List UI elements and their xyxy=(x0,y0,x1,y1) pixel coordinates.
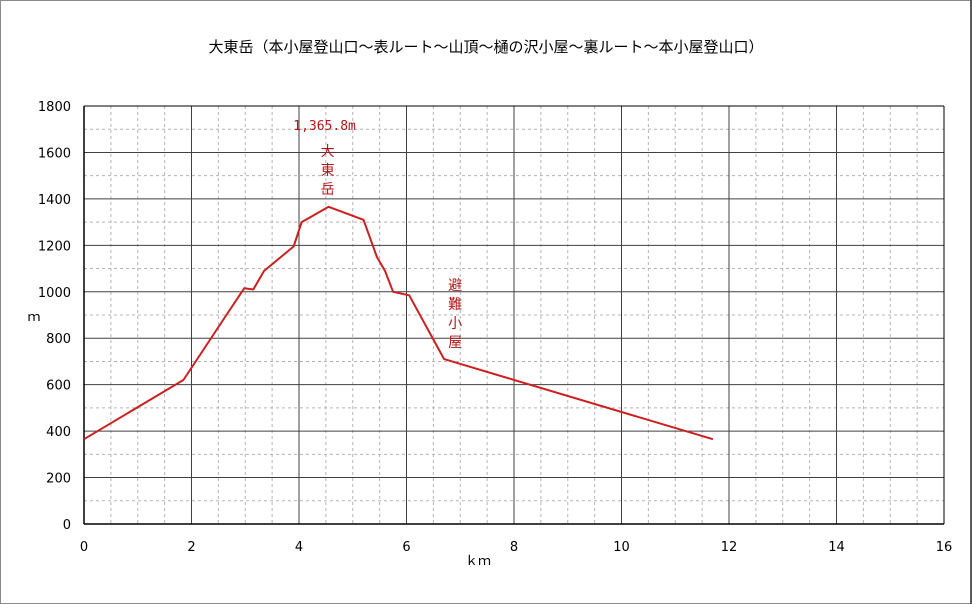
x-tick-label: 0 xyxy=(80,540,88,555)
y-tick-label: 1800 xyxy=(38,100,71,115)
y-tick-label: 400 xyxy=(46,425,71,440)
x-tick-label: 8 xyxy=(510,540,518,555)
y-axis-label: ｍ xyxy=(27,310,40,325)
y-tick-label: 800 xyxy=(46,332,71,347)
hut-name-char: 避 xyxy=(448,278,462,294)
hut-name-char: 屋 xyxy=(448,335,462,351)
y-tick-label: 200 xyxy=(46,472,71,487)
peak-elevation-label: 1,365.8m xyxy=(293,119,356,134)
hut-name-char: 小 xyxy=(448,316,462,332)
y-tick-label: 1000 xyxy=(38,286,71,301)
grid xyxy=(83,105,945,525)
y-tick-label: 1200 xyxy=(38,239,71,254)
series-group xyxy=(83,205,714,441)
y-tick-label: 1400 xyxy=(38,193,71,208)
x-tick-label: 4 xyxy=(295,540,303,555)
x-tick-label: 10 xyxy=(613,540,630,555)
window-edge xyxy=(970,0,972,604)
x-tick-label: 14 xyxy=(828,540,845,555)
y-tick-label: 600 xyxy=(46,379,71,394)
peak-name-char: 東 xyxy=(321,163,335,179)
axes xyxy=(83,105,945,525)
elevation-profile-line xyxy=(83,205,714,441)
hut-name-char: 難 xyxy=(448,297,462,313)
peak-name-char: 大 xyxy=(321,144,335,160)
tick-labels: 0 2 4 6 8 10 12 14 16 0 200 400 600 800 1000 1200 1400 16… xyxy=(38,100,952,555)
x-tick-label: 2 xyxy=(187,540,195,555)
chart-title: 大東岳（本小屋登山口〜表ルート〜山頂〜樋の沢小屋〜裏ルート〜本小屋登山口） xyxy=(208,38,763,56)
y-tick-label: 0 xyxy=(63,518,71,533)
peak-name-char: 岳 xyxy=(321,182,335,198)
x-tick-label: 12 xyxy=(721,540,738,555)
y-tick-label: 1600 xyxy=(38,146,71,161)
x-axis-label: ｋｍ xyxy=(465,554,491,569)
x-tick-label: 16 xyxy=(936,540,953,555)
x-tick-label: 6 xyxy=(402,540,410,555)
